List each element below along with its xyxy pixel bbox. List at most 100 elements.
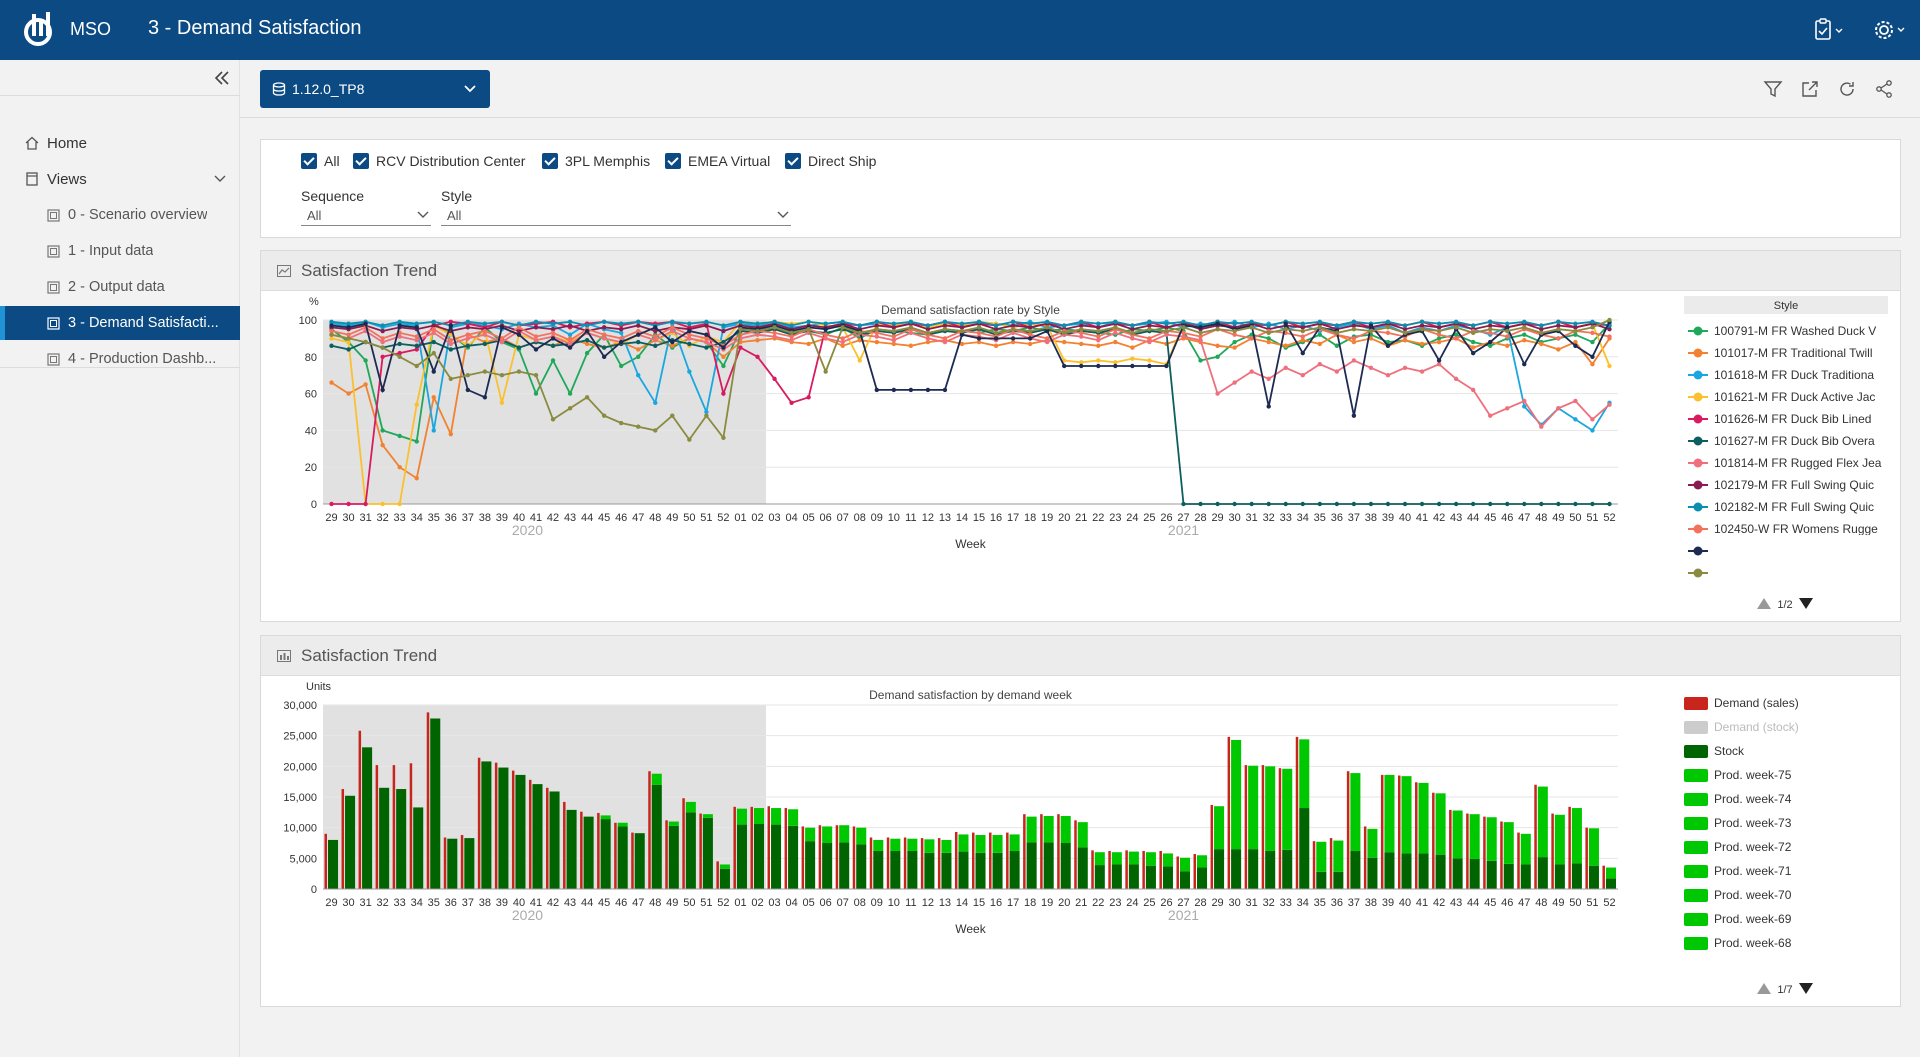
clipboard-icon[interactable] [1814, 17, 1848, 43]
sidebar-item-views[interactable]: Views [0, 162, 240, 196]
legend-swatch [1684, 745, 1708, 758]
share-icon[interactable] [1873, 78, 1895, 100]
data-point [1079, 334, 1084, 339]
y-axis-label: Units [306, 681, 332, 693]
gear-icon[interactable] [1872, 16, 1908, 44]
data-point [874, 334, 879, 339]
data-point [1300, 338, 1305, 343]
production-bar [702, 814, 713, 818]
checkbox-checked[interactable] [785, 153, 801, 169]
data-point [891, 341, 897, 347]
data-point [1522, 338, 1527, 343]
data-point [1079, 341, 1084, 347]
sidebar-item-scenario-overview[interactable]: 0 - Scenario overview [0, 198, 240, 232]
stock-bar [907, 850, 918, 889]
collapse-sidebar-icon[interactable] [212, 69, 232, 87]
data-point [1096, 321, 1101, 326]
filter-icon[interactable] [1762, 78, 1784, 100]
data-point [465, 325, 471, 330]
data-point [721, 354, 726, 359]
legend-next-icon[interactable] [1799, 983, 1813, 994]
data-point [653, 338, 658, 343]
legend-item: 101627-M FR Duck Bib Overa [1714, 434, 1875, 448]
data-point [1027, 336, 1033, 341]
legend-next-icon[interactable] [1799, 598, 1813, 609]
checkbox-checked[interactable] [353, 153, 369, 169]
legend-item: Prod. week-68 [1714, 936, 1792, 950]
sidebar-item-input-data[interactable]: 1 - Input data [0, 234, 240, 268]
refresh-icon[interactable] [1836, 78, 1858, 100]
data-point [993, 323, 999, 328]
x-tick-label: 29 [1211, 512, 1223, 524]
data-point [414, 402, 419, 407]
checkbox-direct-ship[interactable]: Direct Ship [785, 153, 876, 169]
data-point [1113, 319, 1118, 325]
data-point [891, 321, 897, 326]
data-point [1215, 321, 1220, 326]
legend-marker [1693, 392, 1703, 402]
data-point [1079, 323, 1084, 328]
stock-bar [1060, 843, 1071, 889]
data-point [721, 435, 726, 440]
data-point [1096, 328, 1101, 334]
x-tick-label: 43 [1450, 897, 1462, 909]
x-tick-label: 39 [1382, 512, 1394, 524]
data-point [908, 330, 914, 336]
data-point [1079, 360, 1084, 365]
open-external-icon[interactable] [1799, 78, 1821, 100]
checkbox-checked[interactable] [665, 153, 681, 169]
checkbox-all[interactable]: All [301, 153, 340, 169]
x-tick-label: 15 [973, 512, 985, 524]
production-bar [771, 808, 782, 825]
data-point [687, 336, 692, 341]
sidebar-item-demand-satisfaction[interactable]: 3 - Demand Satisfacti... [0, 306, 240, 340]
scenario-select[interactable]: 1.12.0_TP8 [260, 70, 490, 108]
x-tick-label: 03 [768, 512, 780, 524]
demand-sales-bar [1449, 809, 1452, 889]
data-point [636, 323, 641, 328]
demand-sales-bar [954, 831, 958, 889]
data-point [397, 354, 402, 359]
data-point [993, 330, 999, 336]
app-logo-icon[interactable] [18, 10, 58, 50]
legend-prev-icon[interactable] [1757, 598, 1771, 609]
sequence-select[interactable]: All [301, 206, 431, 226]
checkbox-3pl-memphis[interactable]: 3PL Memphis [542, 153, 650, 169]
chevron-down-icon[interactable] [214, 174, 226, 184]
data-point [618, 336, 624, 341]
sidebar-item-label: 4 - Production Dashb... [68, 351, 217, 367]
checkbox-rcv-distribution-center[interactable]: RCV Distribution Center [353, 153, 525, 169]
data-point [721, 345, 726, 350]
year-label: 2020 [512, 522, 543, 538]
sidebar-item-home[interactable]: Home [0, 126, 240, 160]
demand-sales-bar [1125, 850, 1128, 889]
data-point [755, 328, 760, 334]
x-tick-label: 43 [564, 897, 576, 909]
data-point [1198, 330, 1203, 336]
data-point [1385, 501, 1391, 507]
data-point [772, 334, 777, 339]
sidebar-item-output-data[interactable]: 2 - Output data [0, 270, 240, 304]
demand-sales-bar [614, 822, 617, 889]
x-tick-label: 48 [1535, 512, 1547, 524]
legend-page: 1/2 [1777, 599, 1792, 611]
x-tick-label: 51 [700, 512, 712, 524]
data-point [789, 400, 794, 405]
demand-sales-bar [341, 789, 345, 889]
checkbox-checked[interactable] [542, 153, 558, 169]
sidebar-item-production-dashboard[interactable]: 4 - Production Dashb... [0, 342, 240, 376]
data-point [670, 413, 675, 418]
checkbox-emea-virtual[interactable]: EMEA Virtual [665, 153, 770, 169]
stock-bar [1094, 865, 1105, 889]
data-point [380, 345, 385, 350]
style-select[interactable]: All [441, 206, 791, 226]
stock-bar [1554, 864, 1565, 889]
demand-sales-bar [801, 826, 805, 889]
data-point [363, 321, 368, 326]
data-point [584, 350, 590, 356]
x-tick-label: 42 [1433, 512, 1445, 524]
x-tick-label: 20 [1058, 897, 1070, 909]
checkbox-checked[interactable] [301, 153, 317, 169]
data-point [499, 336, 505, 341]
legend-prev-icon[interactable] [1757, 983, 1771, 994]
